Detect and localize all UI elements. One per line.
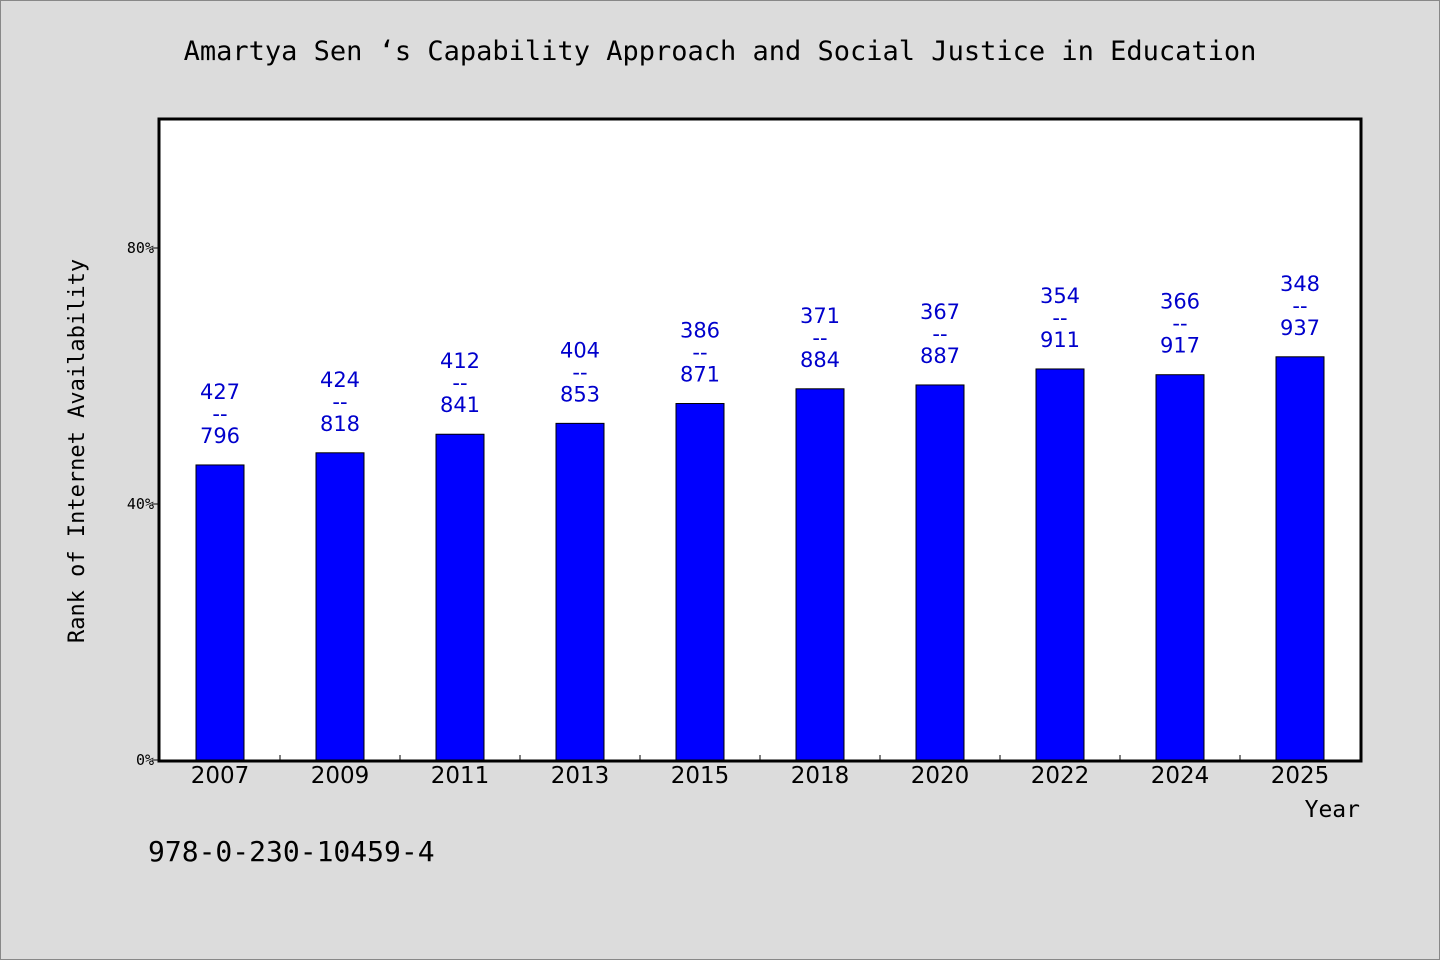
data-label: 818 bbox=[320, 412, 360, 436]
bar-2011 bbox=[435, 433, 485, 761]
data-label: -- bbox=[1052, 306, 1067, 330]
bar-2015 bbox=[675, 403, 725, 761]
y-axis: 0% 40% 80% bbox=[127, 239, 160, 769]
bar-2025 bbox=[1275, 356, 1325, 761]
footer-code: 978-0-230-10459-4 bbox=[148, 835, 435, 868]
data-label: 412 bbox=[440, 349, 480, 373]
x-tick-label: 2022 bbox=[1031, 763, 1090, 789]
bar-2013 bbox=[555, 422, 605, 761]
bars bbox=[195, 356, 1325, 761]
data-label: 427 bbox=[200, 380, 240, 404]
x-axis-title: Year bbox=[1305, 797, 1360, 823]
x-tick-label: 2015 bbox=[671, 763, 730, 789]
data-label: 871 bbox=[680, 363, 720, 387]
bar-2022 bbox=[1035, 368, 1085, 761]
x-tick-label: 2018 bbox=[791, 763, 850, 789]
data-label: 366 bbox=[1160, 290, 1200, 314]
data-label: -- bbox=[572, 360, 587, 384]
data-label: 796 bbox=[200, 424, 240, 448]
y-tick-label: 0% bbox=[136, 751, 154, 769]
data-label: -- bbox=[1172, 312, 1187, 336]
data-label: -- bbox=[932, 322, 947, 346]
data-label: 917 bbox=[1160, 334, 1200, 358]
data-label: 367 bbox=[920, 300, 960, 324]
x-tick-label: 2007 bbox=[191, 763, 250, 789]
x-tick-label: 2011 bbox=[431, 763, 490, 789]
bar-2024 bbox=[1155, 374, 1205, 761]
data-label: -- bbox=[452, 371, 467, 395]
bar-2007 bbox=[195, 464, 245, 761]
y-axis-title: Rank of Internet Availability bbox=[65, 259, 90, 643]
x-tick-label: 2024 bbox=[1151, 763, 1210, 789]
data-label: -- bbox=[1292, 294, 1307, 318]
bar-2009 bbox=[315, 452, 365, 761]
data-labels: 427--796424--818412--841404--853386--871… bbox=[200, 272, 1320, 448]
y-tick-label: 80% bbox=[127, 239, 154, 257]
data-label: 424 bbox=[320, 368, 360, 392]
data-label: 354 bbox=[1040, 284, 1080, 308]
data-label: 841 bbox=[440, 393, 480, 417]
data-label: 884 bbox=[800, 348, 840, 372]
chart-title: Amartya Sen ‘s Capability Approach and S… bbox=[183, 36, 1257, 67]
data-label: 348 bbox=[1280, 272, 1320, 296]
y-tick-label: 40% bbox=[127, 495, 154, 513]
data-label: 887 bbox=[920, 344, 960, 368]
x-tick-label: 2009 bbox=[311, 763, 370, 789]
x-tick-label: 2025 bbox=[1271, 763, 1330, 789]
bar-2018 bbox=[795, 388, 845, 761]
data-label: 386 bbox=[680, 319, 720, 343]
x-tick-label: 2013 bbox=[551, 763, 610, 789]
data-label: 404 bbox=[560, 338, 600, 362]
data-label: -- bbox=[212, 402, 227, 426]
x-axis: 2007 2009 2011 2013 2015 2018 2020 2022 2024 2025 bbox=[191, 755, 1330, 789]
x-tick-label: 2020 bbox=[911, 763, 970, 789]
data-label: -- bbox=[332, 390, 347, 414]
bar-2020 bbox=[915, 384, 965, 761]
data-label: 371 bbox=[800, 304, 840, 328]
data-label: 853 bbox=[560, 382, 600, 406]
data-label: 911 bbox=[1040, 328, 1080, 352]
data-label: -- bbox=[812, 326, 827, 350]
data-label: -- bbox=[692, 341, 707, 365]
data-label: 937 bbox=[1280, 316, 1320, 340]
